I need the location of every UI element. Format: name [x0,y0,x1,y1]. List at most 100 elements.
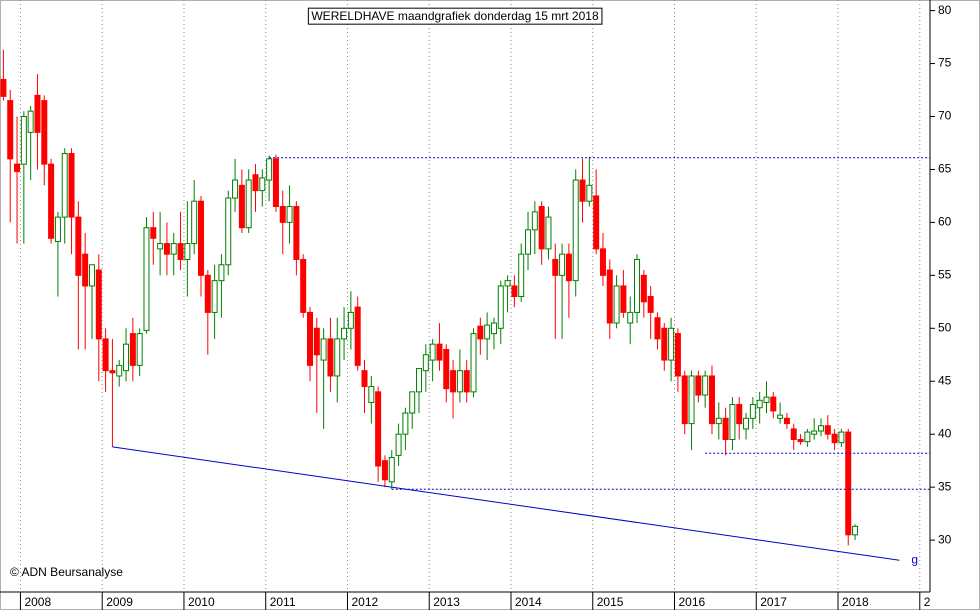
candle-body [211,280,218,313]
candle-body [654,317,661,340]
candle-body [252,174,259,192]
candle-body [545,216,552,250]
y-tick-label: 50 [938,320,952,334]
candle-body [7,100,14,160]
candle-body [749,404,756,419]
candle-body [354,306,361,366]
candle-body [334,338,341,377]
y-tick-label: 80 [938,3,952,17]
candle-body [381,460,388,481]
candle-body [41,100,48,165]
candle-body [456,370,463,393]
candle-body [572,179,579,282]
y-tick-label: 30 [938,532,952,546]
candle-body [599,248,606,276]
x-tick-label: 2014 [515,595,542,609]
candle-body [157,243,164,250]
candle-body [375,391,382,467]
candle-body [177,243,184,260]
trend-line [112,446,900,561]
candle-body [0,78,7,97]
x-tick-label: 2008 [24,595,51,609]
candle-body [129,333,136,366]
candle-body [681,375,688,425]
candle-body [436,343,443,361]
candle-body [218,264,225,282]
candle-body [708,375,715,425]
candle-body [606,269,613,324]
title-box [307,7,603,25]
candle-body [61,153,68,218]
x-tick-label: 2013 [433,595,460,609]
candle-body [531,211,538,231]
x-tick-label: 2018 [842,595,869,609]
candle-body [402,412,409,435]
candle-body [770,396,777,412]
candle-body [266,158,273,181]
candle-body [443,348,450,390]
x-tick-label: 2010 [188,595,215,609]
candle-body [320,338,327,361]
candle-body [620,285,627,313]
candle-body [518,253,525,298]
candle-body [627,311,634,324]
candle-body [525,229,532,255]
y-tick-label: 75 [938,56,952,70]
candle-body [150,227,157,239]
candle-body [811,430,818,435]
candle-body [327,338,334,377]
candle-body [634,258,641,313]
candle-body [790,428,797,440]
candle-body [361,370,368,388]
grid-layer [19,0,921,592]
candle-body [259,177,266,192]
candle-body [729,404,736,440]
candle-body [245,179,252,229]
candle-body [695,375,702,396]
candle-body [388,457,395,483]
candle-body [143,227,150,331]
candle-body [463,370,470,393]
candle-body [68,153,75,218]
candle-body [640,274,647,303]
candle-body [845,431,852,536]
candle-body [300,258,307,313]
candle-body [341,327,348,340]
y-tick-label: 55 [938,268,952,282]
candle-body [490,322,497,335]
candle-body [777,414,784,419]
candle-body [191,200,198,245]
candle-body [225,197,232,266]
candle-body [136,333,143,366]
candle-body [184,243,191,260]
y-tick-label: 45 [938,373,952,387]
candle-body [109,370,116,374]
candle-body [204,274,211,313]
candle-body [804,431,811,443]
copyright: © ADN Beursanalyse [10,565,123,579]
candle-body [668,327,675,361]
candle-body [293,206,300,260]
candle-body [409,391,416,414]
candle-body [647,296,654,313]
y-tick-label: 60 [938,215,952,229]
candle-body [559,253,566,276]
candle-body [422,354,429,372]
x-tick-label: 2 [924,595,931,609]
candle-body [368,386,375,403]
candle-body [102,338,109,372]
candle-body [197,200,204,276]
candle-body [238,184,245,229]
candle-body [88,264,95,287]
candle-body [756,399,763,409]
candle-body [27,110,34,133]
x-tick-label: 2011 [270,595,296,609]
candle-body [232,179,239,199]
candle-body [48,163,55,239]
candle-body [783,417,790,425]
candle-body [95,269,102,340]
candle-body [736,404,743,425]
candle-body [116,364,123,377]
